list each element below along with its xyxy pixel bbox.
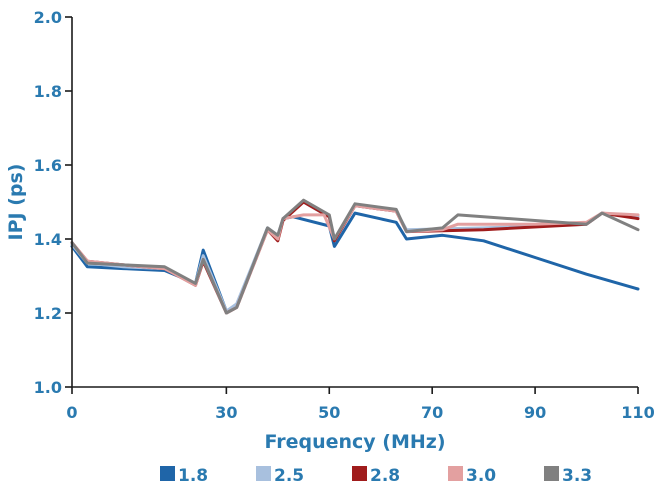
- series-line-1-8: [70, 211, 640, 313]
- legend-swatch: [544, 466, 559, 481]
- plot-lines: [70, 198, 640, 315]
- y-ticks: 1.0 1.2 1.4 1.6 1.8 2.0: [34, 8, 72, 397]
- axes: [71, 17, 638, 388]
- legend-swatch: [256, 466, 271, 481]
- x-tick-label: 0: [66, 403, 77, 422]
- legend-swatch: [160, 466, 175, 481]
- series-line-2-5: [70, 200, 640, 313]
- series-line-3-0: [70, 204, 640, 315]
- legend-swatch: [448, 466, 463, 481]
- legend-label: 3.0: [466, 466, 496, 486]
- legend-label: 1.8: [178, 466, 208, 486]
- x-tick-label: 70: [421, 403, 443, 422]
- y-axis-title: IPJ (ps): [5, 164, 27, 241]
- x-axis-title: Frequency (MHz): [264, 431, 445, 453]
- x-ticks: 0 30 50 70 90 110: [66, 387, 655, 422]
- y-tick-label: 1.6: [34, 156, 62, 175]
- x-tick-label: 90: [524, 403, 546, 422]
- legend-label: 3.3: [562, 466, 592, 486]
- series-line-3-3: [70, 198, 640, 315]
- x-tick-label: 50: [318, 403, 340, 422]
- series-line-2-8: [70, 200, 640, 315]
- y-tick-label: 1.0: [34, 378, 62, 397]
- legend-label: 2.8: [370, 466, 400, 486]
- y-tick-label: 2.0: [34, 8, 62, 27]
- y-tick-label: 1.2: [34, 304, 62, 323]
- legend-label: 2.5: [274, 466, 304, 486]
- y-tick-label: 1.4: [34, 230, 62, 249]
- y-tick-label: 1.8: [34, 82, 62, 101]
- x-tick-label: 110: [621, 403, 654, 422]
- legend-swatch: [352, 466, 367, 481]
- x-tick-label: 30: [215, 403, 237, 422]
- legend: 1.8 2.5 2.8 3.0 3.3: [160, 466, 592, 486]
